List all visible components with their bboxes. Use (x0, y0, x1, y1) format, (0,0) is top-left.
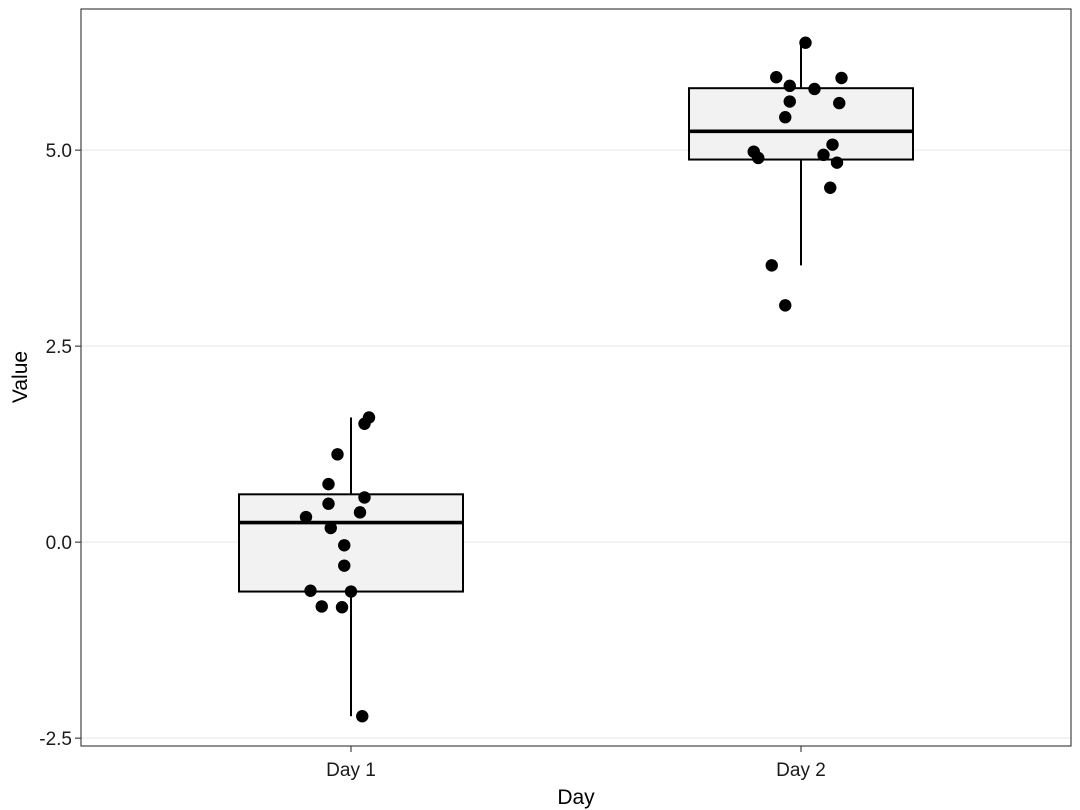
data-points (299, 36, 848, 723)
data-point (299, 510, 313, 524)
data-point (338, 539, 351, 552)
data-point (315, 600, 328, 613)
data-point (353, 506, 367, 519)
data-point (752, 151, 765, 165)
data-point (344, 585, 358, 598)
y-tick-label: 0.0 (46, 533, 72, 554)
box-iqr (688, 87, 914, 161)
data-point (826, 138, 839, 151)
data-point (765, 259, 778, 272)
plot-panel-border (80, 8, 1072, 747)
data-point (358, 417, 371, 430)
data-point (833, 96, 846, 110)
y-tick-label: -2.5 (39, 729, 72, 750)
y-tick-label: 5.0 (46, 141, 72, 162)
data-point (322, 497, 335, 510)
data-point (322, 477, 335, 491)
data-point (356, 710, 369, 723)
y-axis-title: Value (9, 351, 32, 403)
data-point (304, 584, 317, 597)
data-point (783, 95, 796, 108)
data-point (331, 448, 344, 461)
y-axis: -2.5 0.0 2.5 5.0 (39, 141, 81, 750)
data-point (808, 82, 821, 96)
data-point (835, 71, 848, 85)
data-point (335, 601, 349, 614)
x-axis: Day 1 Day 2 (326, 746, 826, 781)
data-point (783, 79, 796, 93)
x-axis-title: Day (557, 786, 595, 809)
data-point (817, 148, 830, 162)
data-point (338, 559, 351, 572)
data-point (779, 299, 792, 312)
x-tick-label: Day 2 (776, 760, 826, 781)
box-iqr (238, 493, 464, 593)
data-point (358, 491, 371, 504)
y-tick-label: 2.5 (46, 337, 72, 358)
data-point (324, 521, 337, 535)
data-point (824, 181, 837, 194)
data-point (830, 156, 844, 169)
data-point (779, 110, 792, 124)
data-point (770, 71, 783, 84)
x-tick-label: Day 1 (326, 760, 376, 781)
data-point (799, 36, 812, 49)
boxes (238, 42, 914, 717)
